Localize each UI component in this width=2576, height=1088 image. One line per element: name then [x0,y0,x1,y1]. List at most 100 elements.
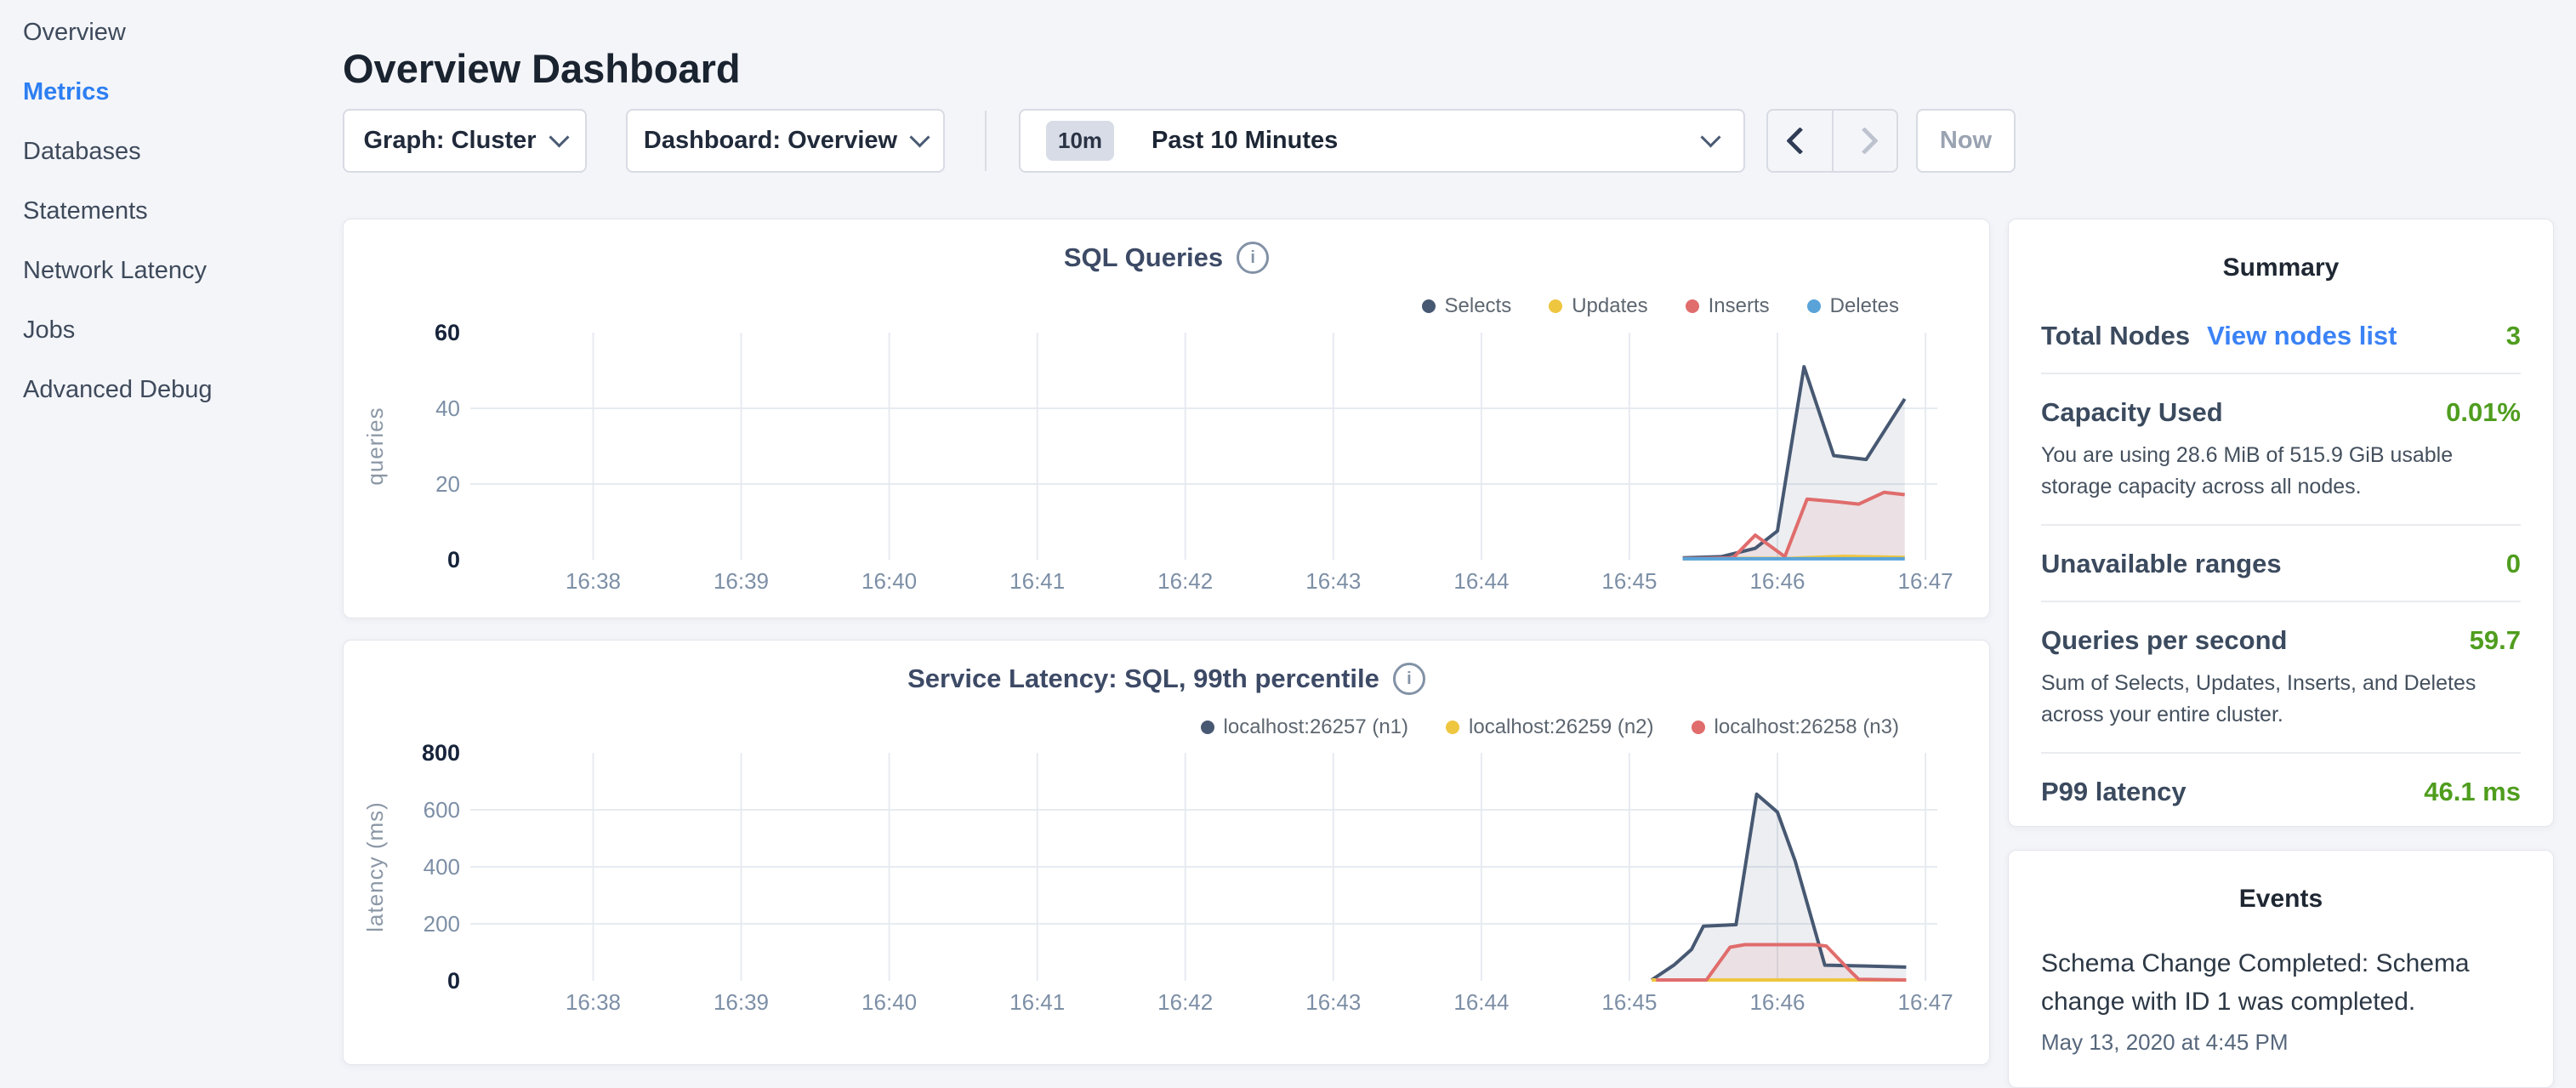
legend-item[interactable]: localhost:26258 (n3) [1692,715,1899,739]
summary-row-value: 0.01% [2446,397,2521,428]
svg-text:600: 600 [424,797,460,823]
svg-text:16:41: 16:41 [1009,568,1065,594]
svg-text:16:40: 16:40 [862,989,917,1015]
svg-text:16:45: 16:45 [1601,568,1657,594]
summary-row-value: 46.1 ms [2424,777,2521,807]
dashboard-dropdown[interactable]: Dashboard: Overview [626,109,945,173]
summary-row: Capacity Used 0.01% You are using 28.6 MiB… [2041,374,2521,526]
graph-scope-dropdown[interactable]: Graph: Cluster [343,109,587,173]
legend-label: Selects [1445,294,1512,318]
now-button[interactable]: Now [1916,109,2016,173]
legend-dot-icon [1446,721,1459,734]
summary-panel: Summary Total Nodes View nodes list 3 Capac… [2008,219,2554,827]
info-icon[interactable]: i [1237,242,1269,274]
summary-row-label: Unavailable ranges [2041,549,2282,579]
legend-dot-icon [1201,721,1214,734]
event-item: Schema Change Completed: Schema change w… [2041,944,2521,1056]
events-panel: Events Schema Change Completed: Schema c… [2008,850,2554,1088]
event-text: Schema Change Completed: Schema change w… [2041,944,2521,1021]
legend-item[interactable]: Selects [1422,294,1512,318]
chart-legend: Selects Updates Inserts Deletes [1422,294,1900,318]
svg-text:latency (ms): latency (ms) [362,801,388,932]
events-title: Events [2041,851,2521,914]
event-timestamp: May 13, 2020 at 4:45 PM [2041,1029,2521,1056]
time-range-selector[interactable]: 10m Past 10 Minutes [1019,109,1745,173]
sidebar-item-statements[interactable]: Statements [0,196,340,255]
sidebar-nav: OverviewMetricsDatabasesStatementsNetwor… [0,0,340,1051]
legend-label: Inserts [1709,294,1770,318]
prev-range-button[interactable] [1768,111,1832,171]
chevron-down-icon [1700,127,1720,147]
legend-label: localhost:26259 (n2) [1469,715,1653,739]
page-title: Overview Dashboard [343,45,741,92]
summary-row-head: Total Nodes View nodes list 3 [2041,321,2521,351]
summary-row-label: P99 latency [2041,777,2186,807]
legend-label: localhost:26257 (n1) [1224,715,1408,739]
info-icon[interactable]: i [1393,663,1425,695]
summary-row-value: 59.7 [2470,625,2521,656]
view-nodes-list-link[interactable]: View nodes list [2207,321,2397,351]
legend-item[interactable]: Updates [1549,294,1647,318]
sidebar-item-metrics[interactable]: Metrics [0,77,340,136]
summary-row-description: Sum of Selects, Updates, Inserts, and De… [2041,668,2521,731]
legend-dot-icon [1692,721,1705,734]
summary-row: Unavailable ranges 0 [2041,526,2521,602]
summary-row: Total Nodes View nodes list 3 [2041,298,2521,374]
chart-title-row: Service Latency: SQL, 99th percentile i [344,663,1989,695]
legend-dot-icon [1549,299,1562,313]
svg-text:16:42: 16:42 [1157,989,1213,1015]
chevron-down-icon [910,127,930,147]
summary-row-label: Capacity Used [2041,397,2223,428]
svg-text:60: 60 [435,320,460,345]
legend-item[interactable]: localhost:26257 (n1) [1201,715,1408,739]
time-range-label: Past 10 Minutes [1152,127,1688,155]
summary-row-label: Queries per second [2041,625,2287,656]
svg-text:0: 0 [447,547,460,572]
summary-row-value: 0 [2506,549,2521,579]
svg-text:queries: queries [362,407,388,485]
chart-title: SQL Queries [1064,242,1223,273]
summary-row: P99 latency 46.1 ms [2041,754,2521,829]
graph-scope-dropdown-label: Graph: Cluster [363,127,536,155]
legend-label: localhost:26258 (n3) [1714,715,1899,739]
service-latency-plot: 16:3816:3916:4016:4116:4216:4316:4416:45… [344,641,1991,1066]
svg-text:16:44: 16:44 [1453,989,1509,1015]
legend-item[interactable]: Deletes [1807,294,1899,318]
svg-text:0: 0 [447,968,460,994]
legend-dot-icon [1807,299,1821,313]
chevron-right-icon [1851,127,1879,155]
svg-text:16:43: 16:43 [1305,989,1361,1015]
dashboard-dropdown-label: Dashboard: Overview [644,127,897,155]
summary-row-head: Capacity Used 0.01% [2041,397,2521,428]
summary-row-head: Queries per second 59.7 [2041,625,2521,656]
svg-text:16:40: 16:40 [862,568,917,594]
svg-text:40: 40 [435,396,460,421]
summary-row-description: You are using 28.6 MiB of 515.9 GiB usab… [2041,440,2521,503]
svg-text:16:44: 16:44 [1453,568,1509,594]
sidebar-item-overview[interactable]: Overview [0,17,340,77]
sql-queries-plot: 16:3816:3916:4016:4116:4216:4316:4416:45… [344,219,1991,619]
sidebar-item-databases[interactable]: Databases [0,136,340,196]
sidebar-item-network-latency[interactable]: Network Latency [0,255,340,315]
legend-dot-icon [1686,299,1699,313]
svg-text:200: 200 [424,911,460,937]
chevron-left-icon [1786,127,1814,155]
time-range-step-buttons [1766,109,1898,173]
legend-item[interactable]: localhost:26259 (n2) [1446,715,1653,739]
summary-title: Summary [2041,219,2521,282]
summary-row-value: 3 [2506,321,2521,351]
svg-text:16:38: 16:38 [566,568,621,594]
svg-text:400: 400 [424,854,460,880]
svg-text:800: 800 [422,740,460,766]
service-latency-chart-card: Service Latency: SQL, 99th percentile i … [343,640,1990,1065]
chart-title: Service Latency: SQL, 99th percentile [907,664,1379,694]
legend-item[interactable]: Inserts [1686,294,1770,318]
next-range-button[interactable] [1832,111,1897,171]
chart-title-row: SQL Queries i [344,242,1989,274]
summary-row-label: Total Nodes [2041,321,2190,351]
legend-label: Updates [1572,294,1647,318]
svg-text:16:46: 16:46 [1749,989,1805,1015]
svg-text:20: 20 [435,471,460,497]
sidebar-item-advanced-debug[interactable]: Advanced Debug [0,374,340,434]
sidebar-item-jobs[interactable]: Jobs [0,315,340,374]
